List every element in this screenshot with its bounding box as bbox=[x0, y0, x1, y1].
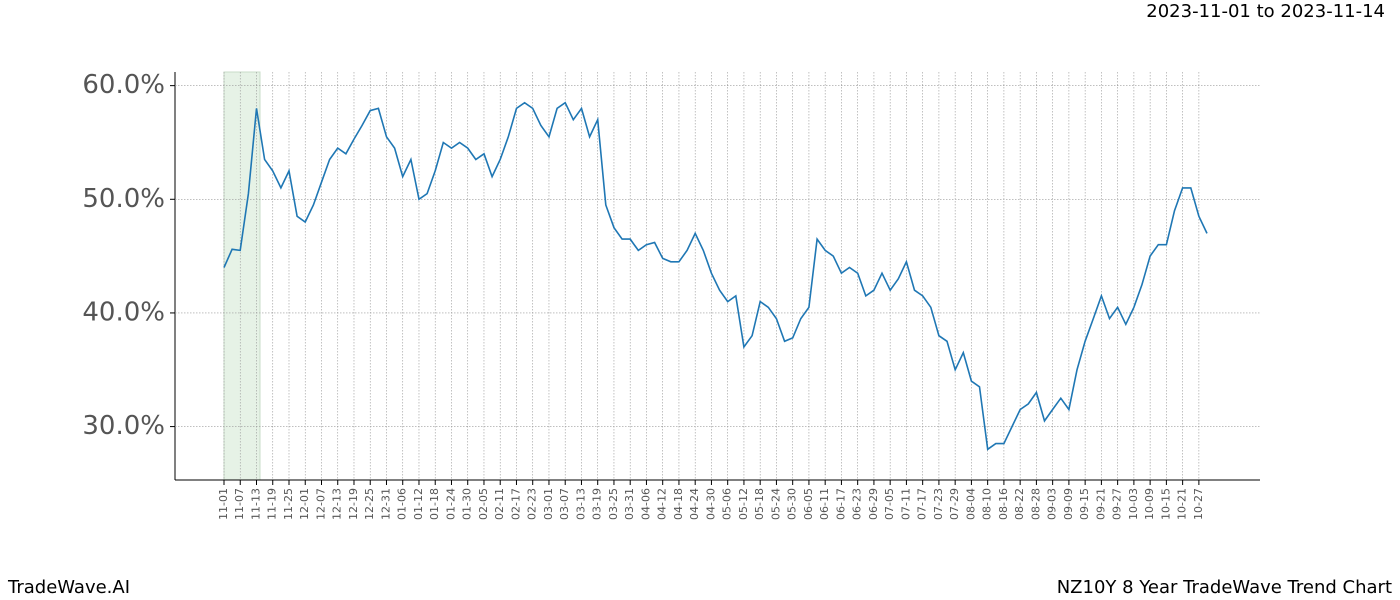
x-tick-label: 10-27 bbox=[1192, 488, 1205, 520]
x-tick-label: 12-25 bbox=[363, 488, 376, 520]
x-tick-label: 06-11 bbox=[818, 488, 831, 520]
x-tick-label: 03-01 bbox=[542, 488, 555, 520]
x-tick-label: 06-29 bbox=[867, 488, 880, 520]
x-tick-label: 03-31 bbox=[623, 488, 636, 520]
x-tick-label: 01-12 bbox=[412, 488, 425, 520]
x-tick-label: 01-06 bbox=[396, 488, 409, 520]
x-tick-label: 04-30 bbox=[704, 488, 717, 520]
x-tick-label: 05-12 bbox=[737, 488, 750, 520]
y-tick-label: 60.0% bbox=[82, 70, 165, 100]
x-tick-label: 11-13 bbox=[249, 488, 262, 520]
x-tick-label: 05-06 bbox=[721, 488, 734, 520]
x-tick-label: 11-25 bbox=[282, 488, 295, 520]
x-tick-label: 07-17 bbox=[916, 488, 929, 520]
x-tick-label: 12-07 bbox=[314, 488, 327, 520]
x-tick-label: 02-23 bbox=[526, 488, 539, 520]
x-tick-label: 04-12 bbox=[656, 488, 669, 520]
x-tick-label: 08-04 bbox=[964, 488, 977, 520]
watermark: TradeWave.AI bbox=[7, 577, 130, 598]
line-series bbox=[223, 101, 1208, 451]
x-tick-label: 07-29 bbox=[948, 488, 961, 520]
x-tick-label: 10-03 bbox=[1127, 488, 1140, 520]
x-tick-label: 10-21 bbox=[1176, 488, 1189, 520]
x-tick-label: 08-16 bbox=[997, 488, 1010, 520]
x-tick-label: 01-30 bbox=[461, 488, 474, 520]
x-tick-label: 03-25 bbox=[607, 488, 620, 520]
x-tick-label: 05-18 bbox=[753, 488, 766, 520]
x-tick-label: 08-22 bbox=[1013, 488, 1026, 520]
x-tick-label: 03-19 bbox=[591, 488, 604, 520]
x-tick-label: 09-27 bbox=[1111, 488, 1124, 520]
x-tick-label: 04-06 bbox=[639, 488, 652, 520]
x-tick-label: 06-17 bbox=[834, 488, 847, 520]
x-tick-label: 06-23 bbox=[851, 488, 864, 520]
x-tick-label: 07-23 bbox=[932, 488, 945, 520]
x-tick-label: 10-09 bbox=[1143, 488, 1156, 520]
x-tick-label: 12-31 bbox=[379, 488, 392, 520]
x-tick-label: 10-15 bbox=[1159, 488, 1172, 520]
x-tick-label: 12-01 bbox=[298, 488, 311, 520]
x-tick-label: 08-28 bbox=[1029, 488, 1042, 520]
x-tick-label: 02-11 bbox=[493, 488, 506, 520]
y-tick-label: 40.0% bbox=[82, 297, 165, 327]
x-tick-label: 04-24 bbox=[688, 488, 701, 520]
x-tick-label: 07-11 bbox=[899, 488, 912, 520]
x-tick-label: 09-03 bbox=[1046, 488, 1059, 520]
x-tick-label: 12-13 bbox=[331, 488, 344, 520]
x-tick-label: 12-19 bbox=[347, 488, 360, 520]
x-tick-label: 11-19 bbox=[266, 488, 279, 520]
x-tick-label: 07-05 bbox=[883, 488, 896, 520]
y-tick-label: 30.0% bbox=[82, 411, 165, 441]
x-tick-label: 01-24 bbox=[444, 488, 457, 520]
x-tick-label: 03-13 bbox=[574, 488, 587, 520]
y-tick-label: 50.0% bbox=[82, 184, 165, 214]
chart-title: NZ10Y 8 Year TradeWave Trend Chart bbox=[1057, 577, 1392, 598]
x-tick-label: 06-05 bbox=[802, 488, 815, 520]
x-tick-label: 04-18 bbox=[672, 488, 685, 520]
x-tick-label: 09-21 bbox=[1094, 488, 1107, 520]
date-range: 2023-11-01 to 2023-11-14 bbox=[1146, 1, 1385, 22]
x-tick-label: 08-10 bbox=[981, 488, 994, 520]
x-tick-label: 03-07 bbox=[558, 488, 571, 520]
x-tick-label: 01-18 bbox=[428, 488, 441, 520]
x-tick-label: 09-09 bbox=[1062, 488, 1075, 520]
x-tick-label: 02-17 bbox=[509, 488, 522, 520]
x-tick-label: 05-24 bbox=[769, 488, 782, 520]
x-tick-label: 05-30 bbox=[786, 488, 799, 520]
x-tick-label: 11-07 bbox=[233, 488, 246, 520]
x-tick-label: 09-15 bbox=[1078, 488, 1091, 520]
x-tick-label: 11-01 bbox=[217, 488, 230, 520]
x-tick-label: 02-05 bbox=[477, 488, 490, 520]
